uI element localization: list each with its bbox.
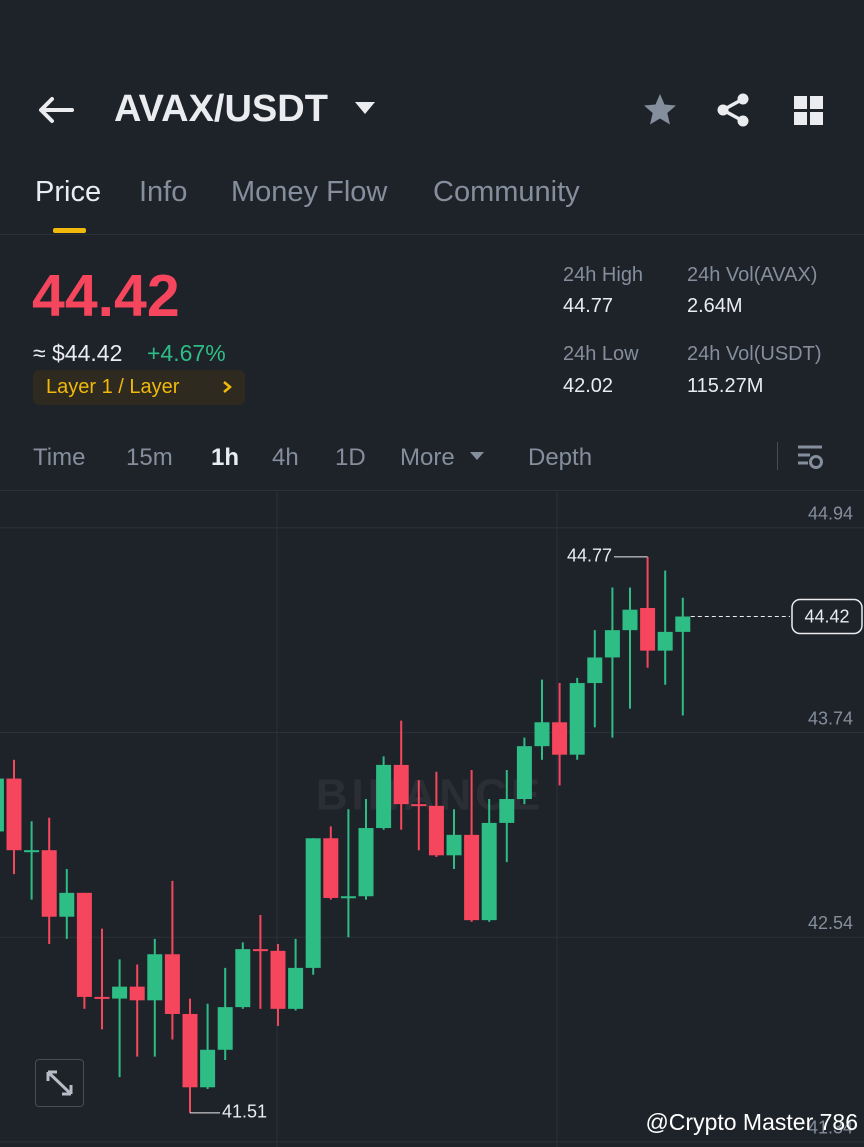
timeframe[interactable]: 1D [335, 444, 366, 471]
candle-body [217, 1007, 233, 1050]
tab-indicator [53, 228, 86, 233]
last-price-box [791, 598, 863, 635]
candle-body [76, 892, 92, 997]
stat-label: 24h Vol(USDT) [687, 343, 822, 365]
divider [0, 490, 864, 491]
stat-value: 2.64M [687, 295, 743, 317]
candle-body [252, 949, 268, 952]
fullscreen-button[interactable] [35, 1059, 84, 1107]
tab[interactable]: Info [139, 176, 188, 208]
y-tick-label: 41.34 [808, 1118, 853, 1138]
stat-value: 115.27M [687, 375, 764, 397]
stat-value: 44.77 [563, 295, 614, 317]
candle-body [464, 834, 480, 921]
usd-price: ≈ $44.42 [33, 340, 123, 366]
candle-body [41, 850, 57, 917]
divider [0, 234, 864, 235]
last-price-label: 44.42 [804, 606, 849, 626]
candle-body [657, 631, 673, 651]
timeframe[interactable]: 1h [211, 444, 240, 471]
candle-body [446, 834, 462, 856]
candle-body [640, 607, 656, 651]
candle-body [235, 949, 251, 1008]
candle-body [340, 896, 356, 899]
candle-body [376, 764, 392, 829]
candle-body [305, 838, 321, 968]
candle-body [270, 950, 286, 1009]
candle-body [288, 967, 304, 1009]
candle-body [164, 954, 180, 1014]
layout-icon[interactable] [793, 95, 825, 127]
tag-chip[interactable]: Layer 1 / Layer [33, 370, 245, 405]
candle-body [6, 778, 22, 851]
pair-title[interactable]: AVAX/USDT [114, 88, 328, 130]
pair-dropdown[interactable] [353, 100, 377, 116]
tab[interactable]: Price [35, 176, 102, 208]
candle-body [182, 1013, 198, 1088]
tag-text: Layer 1 / Layer [46, 376, 180, 398]
back-button[interactable] [36, 94, 76, 126]
timeframe[interactable]: Time [33, 444, 86, 471]
candle-body [24, 850, 40, 853]
candle-body [534, 722, 550, 747]
expand-icon [46, 1070, 73, 1096]
timeframe[interactable]: 4h [272, 444, 299, 471]
candle-body [358, 828, 374, 897]
candle-body [147, 954, 163, 1001]
candle-body [552, 722, 568, 755]
timeframe[interactable]: More [400, 444, 455, 471]
candle-body [393, 764, 409, 805]
credit-watermark: @Crypto Master 786 [645, 1109, 858, 1135]
more-caret [470, 452, 484, 460]
candle-body [94, 996, 110, 999]
candle-body [604, 630, 620, 658]
candle-body [0, 778, 4, 832]
candle-body [481, 822, 497, 921]
stat-label: 24h High [563, 264, 644, 286]
divider [777, 442, 778, 470]
candle-body [569, 683, 585, 755]
candle-body [112, 986, 128, 999]
price-change: +4.67% [147, 340, 226, 366]
candlestick-chart: 44.9443.7442.5441.34BINANCE44.7741.5144.… [0, 492, 864, 1147]
tab[interactable]: Community [433, 176, 580, 208]
y-tick-label: 44.94 [808, 504, 853, 524]
candle-body [323, 838, 339, 898]
stat-value: 42.02 [563, 375, 614, 397]
timeframe[interactable]: 15m [126, 444, 173, 471]
y-tick-label: 42.54 [808, 913, 853, 933]
y-tick-label: 43.74 [808, 708, 853, 728]
timeframe[interactable]: Depth [528, 444, 593, 471]
chevron [223, 381, 232, 393]
tab[interactable]: Money Flow [231, 176, 388, 208]
high-label: 44.77 [567, 546, 612, 566]
candle-body [499, 799, 515, 823]
candle-body [59, 892, 75, 917]
candle-body [129, 986, 145, 1001]
favorite-icon[interactable] [642, 92, 678, 128]
candle-body [675, 616, 691, 632]
share-icon[interactable] [714, 92, 752, 128]
chart-settings[interactable] [796, 443, 826, 471]
candle-body [200, 1049, 216, 1088]
candle-body [516, 746, 532, 800]
candle-body [411, 804, 427, 807]
candle-body [587, 657, 603, 684]
low-label: 41.51 [222, 1102, 267, 1122]
candle-body [622, 609, 638, 631]
candle-body [428, 805, 444, 856]
last-price: 44.42 [32, 263, 180, 329]
stat-label: 24h Low [563, 343, 639, 365]
stat-label: 24h Vol(AVAX) [687, 264, 818, 286]
